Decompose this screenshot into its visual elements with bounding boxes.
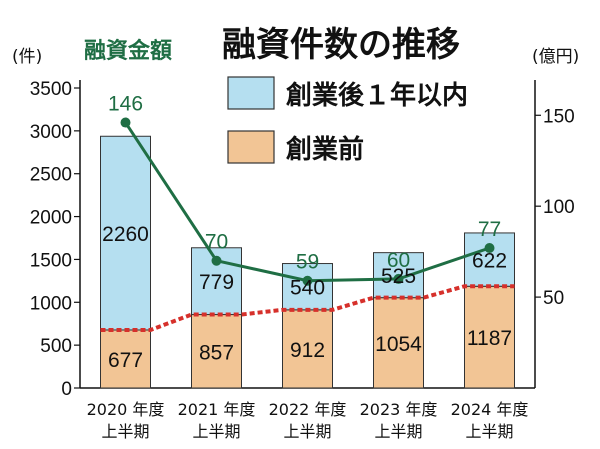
category-label: 2020 年度	[87, 400, 165, 419]
bar-after	[464, 232, 515, 287]
y2-tick-label: 50	[543, 288, 564, 309]
amount-label: 60	[387, 249, 410, 272]
label-before: 1054	[375, 333, 422, 356]
category-label: 2022 年度	[269, 400, 347, 419]
y-tick-label: 0	[61, 379, 72, 400]
y-tick-label: 500	[40, 336, 72, 357]
y2-tick-label: 100	[543, 197, 575, 218]
amount-point	[120, 117, 131, 128]
amount-label: 146	[108, 93, 143, 116]
label-after: 779	[199, 271, 234, 294]
before-dotted-line	[100, 284, 515, 332]
y-tick-label: 3000	[30, 122, 72, 143]
y-tick-label: 2500	[30, 165, 72, 186]
bar-before	[191, 314, 242, 389]
label-before: 677	[108, 349, 143, 372]
category-label: 上半期	[374, 422, 422, 441]
category-label: 2023 年度	[360, 400, 438, 419]
category-label: 2021 年度	[178, 400, 256, 419]
legend-label-after: 創業後１年以内	[286, 80, 468, 111]
bar-before	[464, 285, 515, 389]
category-label: 上半期	[283, 422, 331, 441]
left-axis-unit: (件)	[12, 47, 42, 67]
label-before: 1187	[467, 327, 512, 350]
amount-point	[211, 255, 222, 266]
legend-swatch-before	[227, 130, 275, 164]
y2-tick-label: 150	[543, 106, 575, 127]
category-label: 上半期	[192, 422, 240, 441]
category-label: 2024 年度	[451, 400, 529, 419]
legend-label-before: 創業前	[286, 134, 364, 165]
right-axis-unit: (億円)	[532, 47, 579, 67]
bar-after	[100, 135, 151, 331]
label-before: 912	[290, 339, 325, 362]
amount-label: 59	[296, 251, 319, 274]
y-tick-label: 1500	[30, 250, 72, 271]
label-after: 525	[381, 265, 416, 288]
y-tick-label: 1000	[30, 293, 72, 314]
bar-before	[373, 297, 424, 389]
category-label: 上半期	[465, 422, 513, 441]
bar-before	[282, 309, 333, 389]
label-before: 857	[199, 341, 234, 364]
chart-title: 融資件数の推移	[222, 25, 460, 65]
y-tick-label: 2000	[30, 208, 72, 229]
bar-before	[100, 329, 151, 389]
amount-point	[484, 243, 495, 253]
line-series-name: 融資金額	[84, 38, 172, 64]
legend-swatch-after	[227, 76, 275, 110]
label-after: 2260	[102, 223, 149, 246]
y-tick-label: 3500	[30, 79, 72, 100]
amount-label: 70	[205, 231, 228, 254]
bar-after	[282, 263, 333, 311]
label-after: 622	[472, 250, 507, 273]
category-label: 上半期	[101, 422, 149, 441]
label-after: 540	[290, 277, 325, 300]
amount-point	[393, 273, 404, 284]
amount-label: 77	[478, 218, 501, 241]
amount-point	[302, 275, 313, 286]
